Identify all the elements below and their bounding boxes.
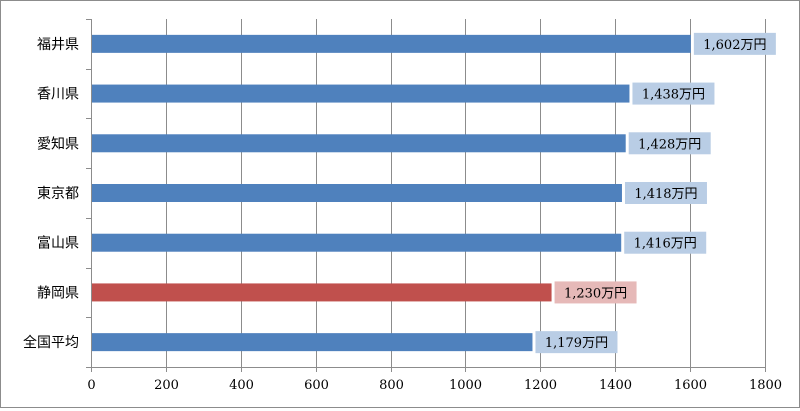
x-tick-label: 1400	[599, 378, 632, 393]
data-label-box	[693, 32, 776, 55]
bar	[92, 333, 533, 352]
category-label: 香川県	[37, 87, 79, 103]
data-label-box	[628, 132, 711, 155]
bar	[92, 184, 622, 202]
category-label: 静岡県	[37, 285, 79, 301]
bar	[92, 283, 552, 302]
category-label: 愛知県	[37, 135, 79, 152]
data-label: 1,416万円	[634, 237, 697, 252]
category-label: 福井県	[37, 37, 79, 53]
x-tick-label: 1200	[524, 378, 557, 393]
x-tick-label: 1000	[449, 378, 482, 393]
data-label-box	[535, 331, 618, 354]
category-label: 東京都	[37, 186, 79, 202]
bar	[92, 84, 630, 103]
x-tick-label: 600	[304, 378, 329, 393]
data-label-box	[624, 182, 707, 204]
category-label: 富山県	[37, 235, 79, 252]
axes: 0 200 400 600 800 1000 1200 1400 1600 1800	[86, 19, 782, 393]
x-tick-label: 400	[229, 378, 254, 393]
data-label: 1,179万円	[545, 336, 608, 351]
x-tick-label: 200	[154, 378, 179, 393]
x-tick-label: 1600	[674, 378, 707, 393]
bar	[92, 134, 626, 153]
data-label-box	[632, 82, 715, 105]
data-label: 1,438万円	[642, 88, 705, 103]
data-label: 1,418万円	[634, 187, 697, 202]
category-label: 全国平均	[23, 334, 79, 351]
x-tick-label: 0	[87, 378, 95, 393]
data-label-box	[624, 231, 707, 254]
data-label-box	[554, 281, 637, 304]
data-label: 1,230万円	[564, 286, 627, 301]
bars	[92, 34, 691, 352]
bar	[92, 34, 691, 53]
x-tick-label: 1800	[749, 378, 782, 393]
data-label: 1,428万円	[638, 137, 701, 152]
data-label: 1,602万円	[703, 38, 766, 53]
x-tick-label: 800	[379, 378, 404, 393]
bar	[92, 233, 622, 252]
